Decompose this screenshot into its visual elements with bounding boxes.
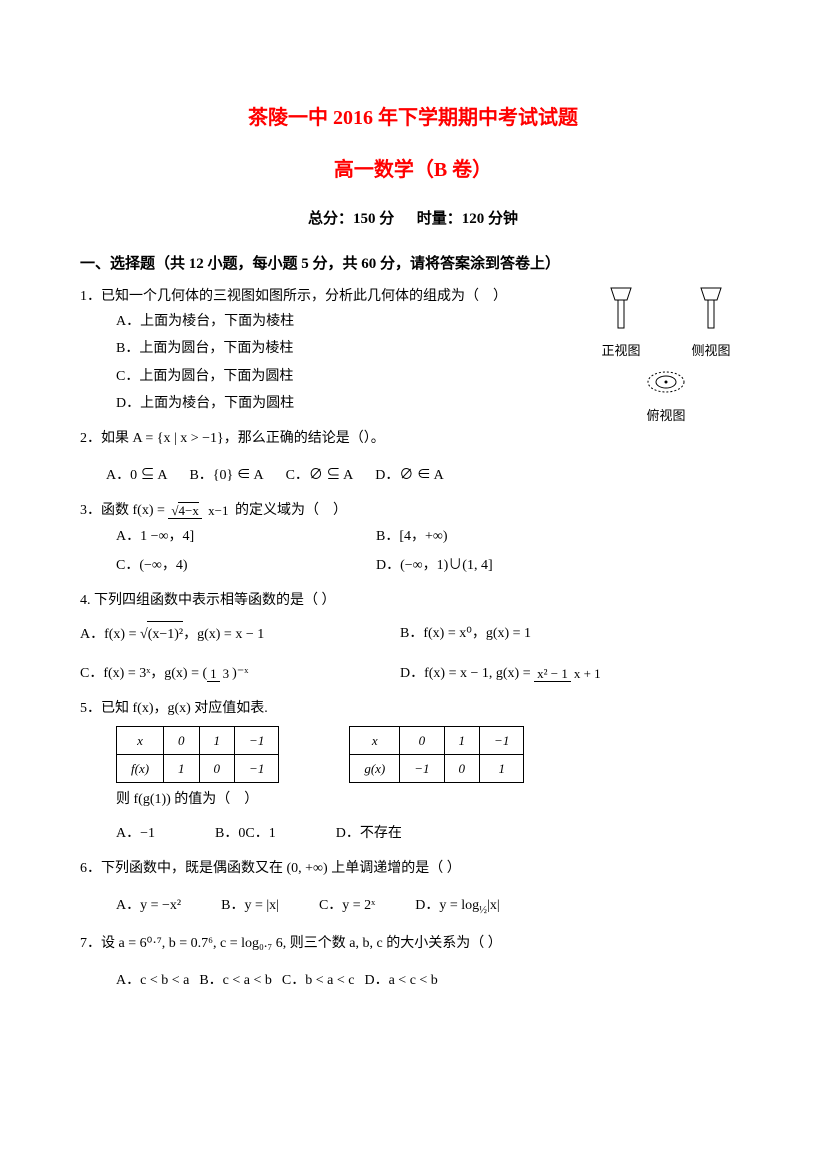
cell: x bbox=[117, 726, 164, 754]
question-7: 7．设 a = 6⁰·⁷, b = 0.7⁶, c = log₀.₇ 6, 则三… bbox=[80, 931, 746, 993]
cell: 1 bbox=[199, 726, 235, 754]
q2-options: A．0 ⊆ A B．{0} ∈ A C．∅ ⊆ A D．∅ ∈ A bbox=[106, 463, 746, 488]
q3-options: A．1 −∞，4] B．[4，+∞) C．(−∞，4) D．(−∞，1)∪(1,… bbox=[116, 524, 746, 578]
q4c-post: )⁻ˣ bbox=[232, 666, 248, 681]
cell: 0 bbox=[400, 726, 444, 754]
q4a-pre: A．f(x) = bbox=[80, 627, 140, 642]
q3-den: x−1 bbox=[205, 503, 231, 518]
q3-opt-b: B．[4，+∞) bbox=[376, 524, 746, 549]
question-6: 6．下列函数中，既是偶函数又在 (0, +∞) 上单调递增的是（ ） A．y =… bbox=[80, 856, 746, 921]
q6d-sub: ½ bbox=[479, 905, 487, 916]
front-view: 正视图 bbox=[601, 284, 641, 363]
q6-stem: 6．下列函数中，既是偶函数又在 (0, +∞) 上单调递增的是（ ） bbox=[80, 856, 746, 881]
q4-opt-c: C．f(x) = 3ˣ，g(x) = (13)⁻ˣ bbox=[80, 661, 400, 686]
q4a-post: ，g(x) = x − 1 bbox=[183, 627, 264, 642]
q3-stem-post: 的定义域为（ ） bbox=[235, 503, 347, 518]
title-sub: 高一数学（B 卷） bbox=[80, 152, 746, 188]
q2-opt-b: B．{0} ∈ A bbox=[189, 463, 263, 488]
question-5: 5．已知 f(x)，g(x) 对应值如表. x01−1 f(x)10−1 则 f… bbox=[80, 696, 746, 845]
q4-opt-b: B．f(x) = x⁰，g(x) = 1 bbox=[400, 621, 746, 647]
q4-opt-a: A．f(x) = (x−1)²，g(x) = x − 1 bbox=[80, 621, 400, 647]
q2-stem: 2．如果 A = {x | x > −1}，那么正确的结论是（）。 bbox=[80, 426, 746, 451]
frustum-icon bbox=[601, 284, 641, 332]
q7-opt-c: C．b < a < c bbox=[282, 968, 355, 993]
q5-stem: 5．已知 f(x)，g(x) 对应值如表. bbox=[80, 696, 746, 721]
q3-opt-a: A．1 −∞，4] bbox=[116, 524, 376, 549]
cell: 1 bbox=[444, 726, 480, 754]
question-1: 1．已知一个几何体的三视图如图所示，分析此几何体的组成为（ ） A．上面为棱台，… bbox=[80, 284, 746, 416]
q5-table-f: x01−1 f(x)10−1 bbox=[116, 726, 279, 784]
q7-options: A．c < b < a B．c < a < b C．b < a < c D．a … bbox=[116, 968, 746, 993]
top-view: 俯视图 bbox=[576, 367, 756, 428]
q7-opt-b: B．c < a < b bbox=[199, 968, 272, 993]
q6d-pre: D．y = log bbox=[415, 898, 479, 913]
q3-stem: 3．函数 f(x) = 4−x x−1 的定义域为（ ） bbox=[80, 498, 746, 523]
circles-icon bbox=[644, 367, 688, 397]
q2-opt-d: D．∅ ∈ A bbox=[375, 463, 443, 488]
q6-opt-b: B．y = |x| bbox=[221, 893, 279, 921]
q6-options: A．y = −x² B．y = |x| C．y = 2ˣ D．y = log½|… bbox=[116, 893, 746, 921]
front-label: 正视图 bbox=[601, 339, 641, 362]
q5-opt-d: D．不存在 bbox=[336, 821, 402, 846]
q4-stem: 4. 下列四组函数中表示相等函数的是（ ） bbox=[80, 588, 746, 613]
cell: 0 bbox=[444, 755, 480, 783]
title-main: 茶陵一中 2016 年下学期期中考试试题 bbox=[80, 100, 746, 136]
q5-opt-a: A．−1 bbox=[116, 821, 155, 846]
q4d-num: x² − 1 bbox=[534, 666, 571, 682]
q3-num: 4−x bbox=[178, 502, 199, 519]
q2-opt-c: C．∅ ⊆ A bbox=[286, 463, 354, 488]
cell: 0 bbox=[164, 726, 200, 754]
q4d-pre: D．f(x) = x − 1, g(x) = bbox=[400, 666, 534, 681]
meta-time: 时量：120 分钟 bbox=[417, 211, 518, 227]
side-label: 侧视图 bbox=[691, 339, 731, 362]
q5-below: 则 f(g(1)) 的值为（ ） bbox=[116, 787, 279, 812]
q1-diagram: 正视图 侧视图 俯视图 bbox=[576, 284, 756, 428]
q5-options: A．−1 B．0C．1 D．不存在 bbox=[116, 821, 746, 846]
section-1-header: 一、选择题（共 12 小题，每小题 5 分，共 60 分，请将答案涂到答卷上） bbox=[80, 251, 746, 278]
cell: 1 bbox=[164, 755, 200, 783]
cell: g(x) bbox=[350, 755, 400, 783]
q7-opt-a: A．c < b < a bbox=[116, 968, 189, 993]
q4d-den: x + 1 bbox=[571, 666, 604, 681]
q5-table-g: x01−1 g(x)−101 bbox=[349, 726, 524, 784]
cell: −1 bbox=[400, 755, 444, 783]
q6-opt-d: D．y = log½|x| bbox=[415, 893, 499, 921]
q2-opt-a: A．0 ⊆ A bbox=[106, 463, 167, 488]
question-3: 3．函数 f(x) = 4−x x−1 的定义域为（ ） A．1 −∞，4] B… bbox=[80, 498, 746, 578]
meta-score: 总分：150 分 bbox=[308, 211, 394, 227]
q4a-sqrt: (x−1)² bbox=[147, 621, 183, 647]
cell: x bbox=[350, 726, 400, 754]
q3-stem-pre: 3．函数 f(x) = bbox=[80, 503, 168, 518]
cell: −1 bbox=[235, 755, 279, 783]
q4c-num: 1 bbox=[207, 666, 220, 682]
side-view: 侧视图 bbox=[691, 284, 731, 363]
q5-opt-bc: B．0C．1 bbox=[215, 821, 276, 846]
q4c-den: 3 bbox=[220, 666, 233, 681]
q6-opt-a: A．y = −x² bbox=[116, 893, 181, 921]
q3-opt-d: D．(−∞，1)∪(1, 4] bbox=[376, 553, 746, 578]
frustum-side-icon bbox=[691, 284, 731, 332]
top-label: 俯视图 bbox=[576, 404, 756, 427]
cell: −1 bbox=[235, 726, 279, 754]
q4-opt-d: D．f(x) = x − 1, g(x) = x² − 1x + 1 bbox=[400, 661, 746, 686]
cell: f(x) bbox=[117, 755, 164, 783]
q7-stem: 7．设 a = 6⁰·⁷, b = 0.7⁶, c = log₀.₇ 6, 则三… bbox=[80, 931, 746, 956]
cell: 0 bbox=[199, 755, 235, 783]
q6d-post: |x| bbox=[487, 898, 500, 913]
exam-meta: 总分：150 分 时量：120 分钟 bbox=[80, 206, 746, 233]
q5-tables: x01−1 f(x)10−1 则 f(g(1)) 的值为（ ） x01−1 g(… bbox=[116, 722, 746, 813]
q4c-pre: C．f(x) = 3ˣ，g(x) = ( bbox=[80, 666, 207, 681]
cell: 1 bbox=[480, 755, 524, 783]
q6-opt-c: C．y = 2ˣ bbox=[319, 893, 375, 921]
q7-opt-d: D．a < c < b bbox=[364, 968, 437, 993]
q4-options: A．f(x) = (x−1)²，g(x) = x − 1 B．f(x) = x⁰… bbox=[80, 621, 746, 686]
cell: −1 bbox=[480, 726, 524, 754]
q3-opt-c: C．(−∞，4) bbox=[116, 553, 376, 578]
question-4: 4. 下列四组函数中表示相等函数的是（ ） A．f(x) = (x−1)²，g(… bbox=[80, 588, 746, 687]
question-2: 2．如果 A = {x | x > −1}，那么正确的结论是（）。 A．0 ⊆ … bbox=[80, 426, 746, 488]
